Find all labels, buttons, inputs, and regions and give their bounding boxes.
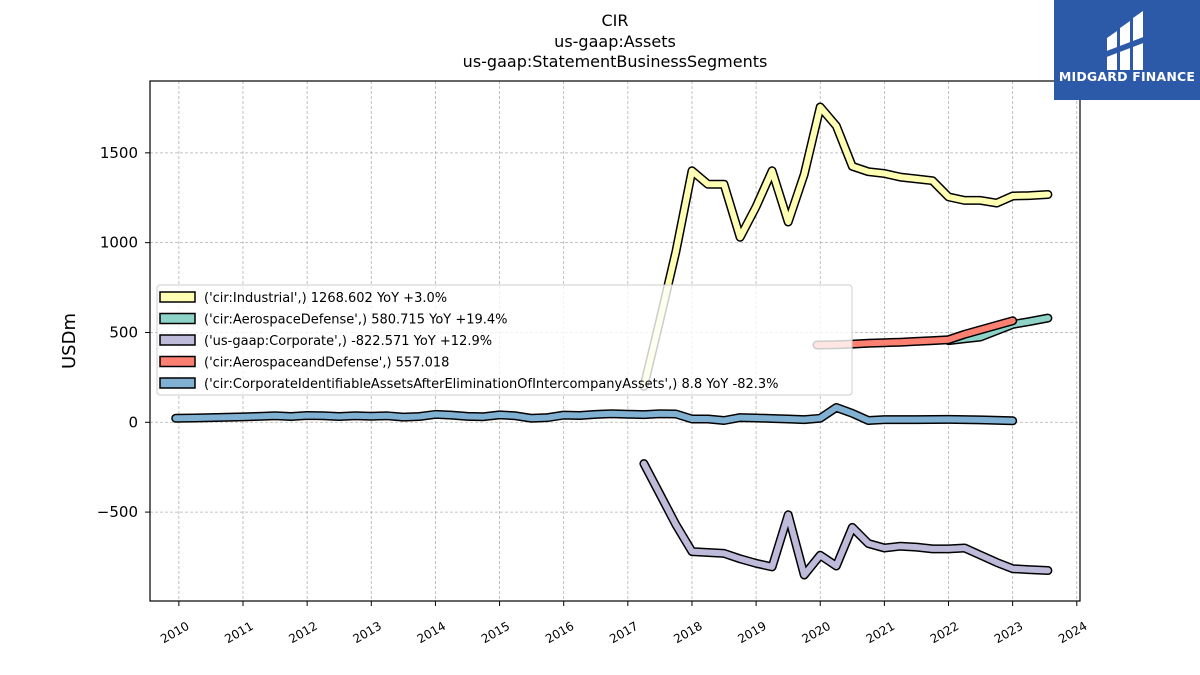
legend-label: ('cir:AerospaceandDefense',) 557.018 — [204, 356, 449, 371]
y-tick-label: 500 — [109, 323, 138, 341]
legend: ('cir:Industrial',) 1268.602 YoY +3.0% ('… — [156, 284, 853, 396]
logo-mark-icon — [1104, 11, 1146, 70]
chart-title: CIR us-gaap:Assets us-gaap:StatementBusi… — [463, 11, 768, 71]
legend-swatch — [159, 312, 196, 325]
plot-frame — [149, 80, 1081, 602]
legend-label: ('cir:CorporateIdentifiableAssetsAfterEl… — [204, 377, 779, 392]
legend-label: ('cir:Industrial',) 1268.602 YoY +3.0% — [204, 291, 447, 306]
series-2-line — [639, 459, 1053, 580]
x-tick-label: 2022 — [928, 619, 961, 646]
y-axis-label: USDm — [59, 313, 80, 369]
x-tick-label: 2016 — [543, 619, 576, 646]
legend-swatch — [159, 355, 196, 368]
title-line-3: us-gaap:StatementBusinessSegments — [463, 52, 768, 71]
x-tick-label: 2013 — [351, 619, 384, 646]
x-tick-label: 2023 — [992, 619, 1025, 646]
series-0-line — [639, 102, 1053, 391]
legend-swatch — [159, 291, 196, 303]
y-tick-label: 1500 — [100, 144, 138, 162]
series-fill — [640, 460, 1051, 578]
x-tick-label: 2020 — [800, 619, 833, 646]
legend-item: ('cir:AerospaceandDefense',) 557.018 — [159, 355, 449, 371]
logo-text: MIDGARD FINANCE — [1059, 69, 1195, 84]
title-line-1: CIR — [601, 11, 628, 30]
x-tick-label: 2011 — [222, 619, 255, 646]
title-line-2: us-gaap:Assets — [554, 32, 676, 51]
legend-item: ('cir:AerospaceDefense',) 580.715 YoY +1… — [159, 312, 508, 328]
x-tick-label: 2018 — [671, 619, 704, 646]
y-tick-label: 0 — [128, 413, 138, 431]
x-tick-label: 2019 — [735, 619, 768, 646]
legend-item: ('cir:CorporateIdentifiableAssetsAfterEl… — [159, 377, 779, 392]
y-axis-ticks: −500 0 500 1000 1500 — [97, 144, 150, 521]
x-tick-label: 2021 — [864, 619, 897, 646]
series-fill — [640, 104, 1051, 390]
x-axis-ticks: 2010 2011 2012 2013 2014 2015 2016 2017 2018 2019… — [158, 601, 1090, 646]
x-tick-label: 2015 — [479, 619, 512, 646]
legend-item: ('cir:Industrial',) 1268.602 YoY +3.0% — [159, 291, 447, 306]
series-4-line — [171, 403, 1018, 426]
legend-swatch — [159, 377, 196, 389]
x-tick-label: 2010 — [158, 619, 191, 646]
x-tick-label: 2014 — [415, 619, 448, 646]
legend-swatch — [159, 334, 196, 346]
legend-label: ('cir:AerospaceDefense',) 580.715 YoY +1… — [204, 313, 508, 328]
y-tick-label: −500 — [97, 503, 138, 521]
x-tick-label: 2024 — [1056, 619, 1089, 646]
legend-box — [156, 284, 853, 396]
x-tick-label: 2017 — [607, 619, 640, 646]
series-fill — [172, 404, 1016, 424]
x-tick-label: 2012 — [286, 619, 319, 646]
legend-label: ('us-gaap:Corporate',) -822.571 YoY +12.… — [204, 334, 492, 349]
legend-item: ('us-gaap:Corporate',) -822.571 YoY +12.… — [159, 334, 492, 349]
y-tick-label: 1000 — [100, 234, 138, 252]
brand-logo: MIDGARD FINANCE — [1054, 0, 1200, 100]
